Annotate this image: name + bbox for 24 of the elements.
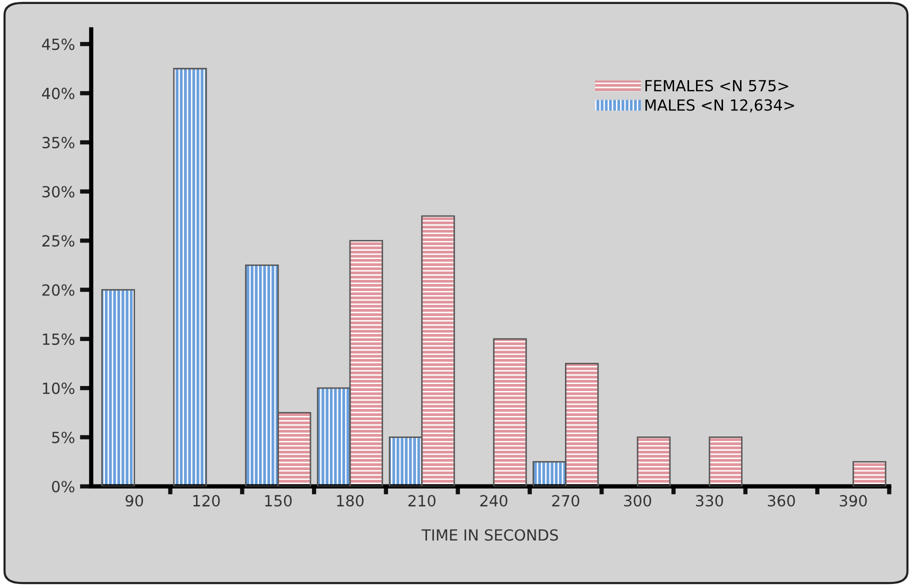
x-tick-label: 330 xyxy=(696,494,724,507)
y-tick-label: 15% xyxy=(42,333,74,345)
y-tick-label: 30% xyxy=(42,186,74,198)
y-tick-label: 35% xyxy=(42,136,74,148)
legend-label: FEMALES <N 575> xyxy=(645,80,788,92)
x-tick-label: 270 xyxy=(552,494,580,507)
y-tick-label: 45% xyxy=(42,38,74,50)
y-tick-label: 25% xyxy=(42,235,74,247)
y-tick-label: 10% xyxy=(42,382,74,394)
x-tick-label: 210 xyxy=(408,494,436,507)
x-tick-label: 240 xyxy=(480,494,508,507)
x-tick-label: 300 xyxy=(624,494,652,507)
y-tick-label: 40% xyxy=(42,88,74,100)
x-tick-label: 390 xyxy=(840,494,867,507)
legend-label: MALES <N 12,634> xyxy=(645,99,794,112)
x-tick-label: 360 xyxy=(768,494,795,507)
x-axis-title: TIME IN SECONDS xyxy=(422,529,558,541)
x-tick-label: 120 xyxy=(193,494,220,507)
y-tick-label: 20% xyxy=(42,284,74,296)
x-tick-label: 90 xyxy=(126,494,144,507)
x-tick-label: 180 xyxy=(337,494,364,507)
y-tick-label: 5% xyxy=(52,432,74,444)
x-tick-label: 150 xyxy=(265,494,292,507)
y-tick-label: 0% xyxy=(52,480,74,492)
